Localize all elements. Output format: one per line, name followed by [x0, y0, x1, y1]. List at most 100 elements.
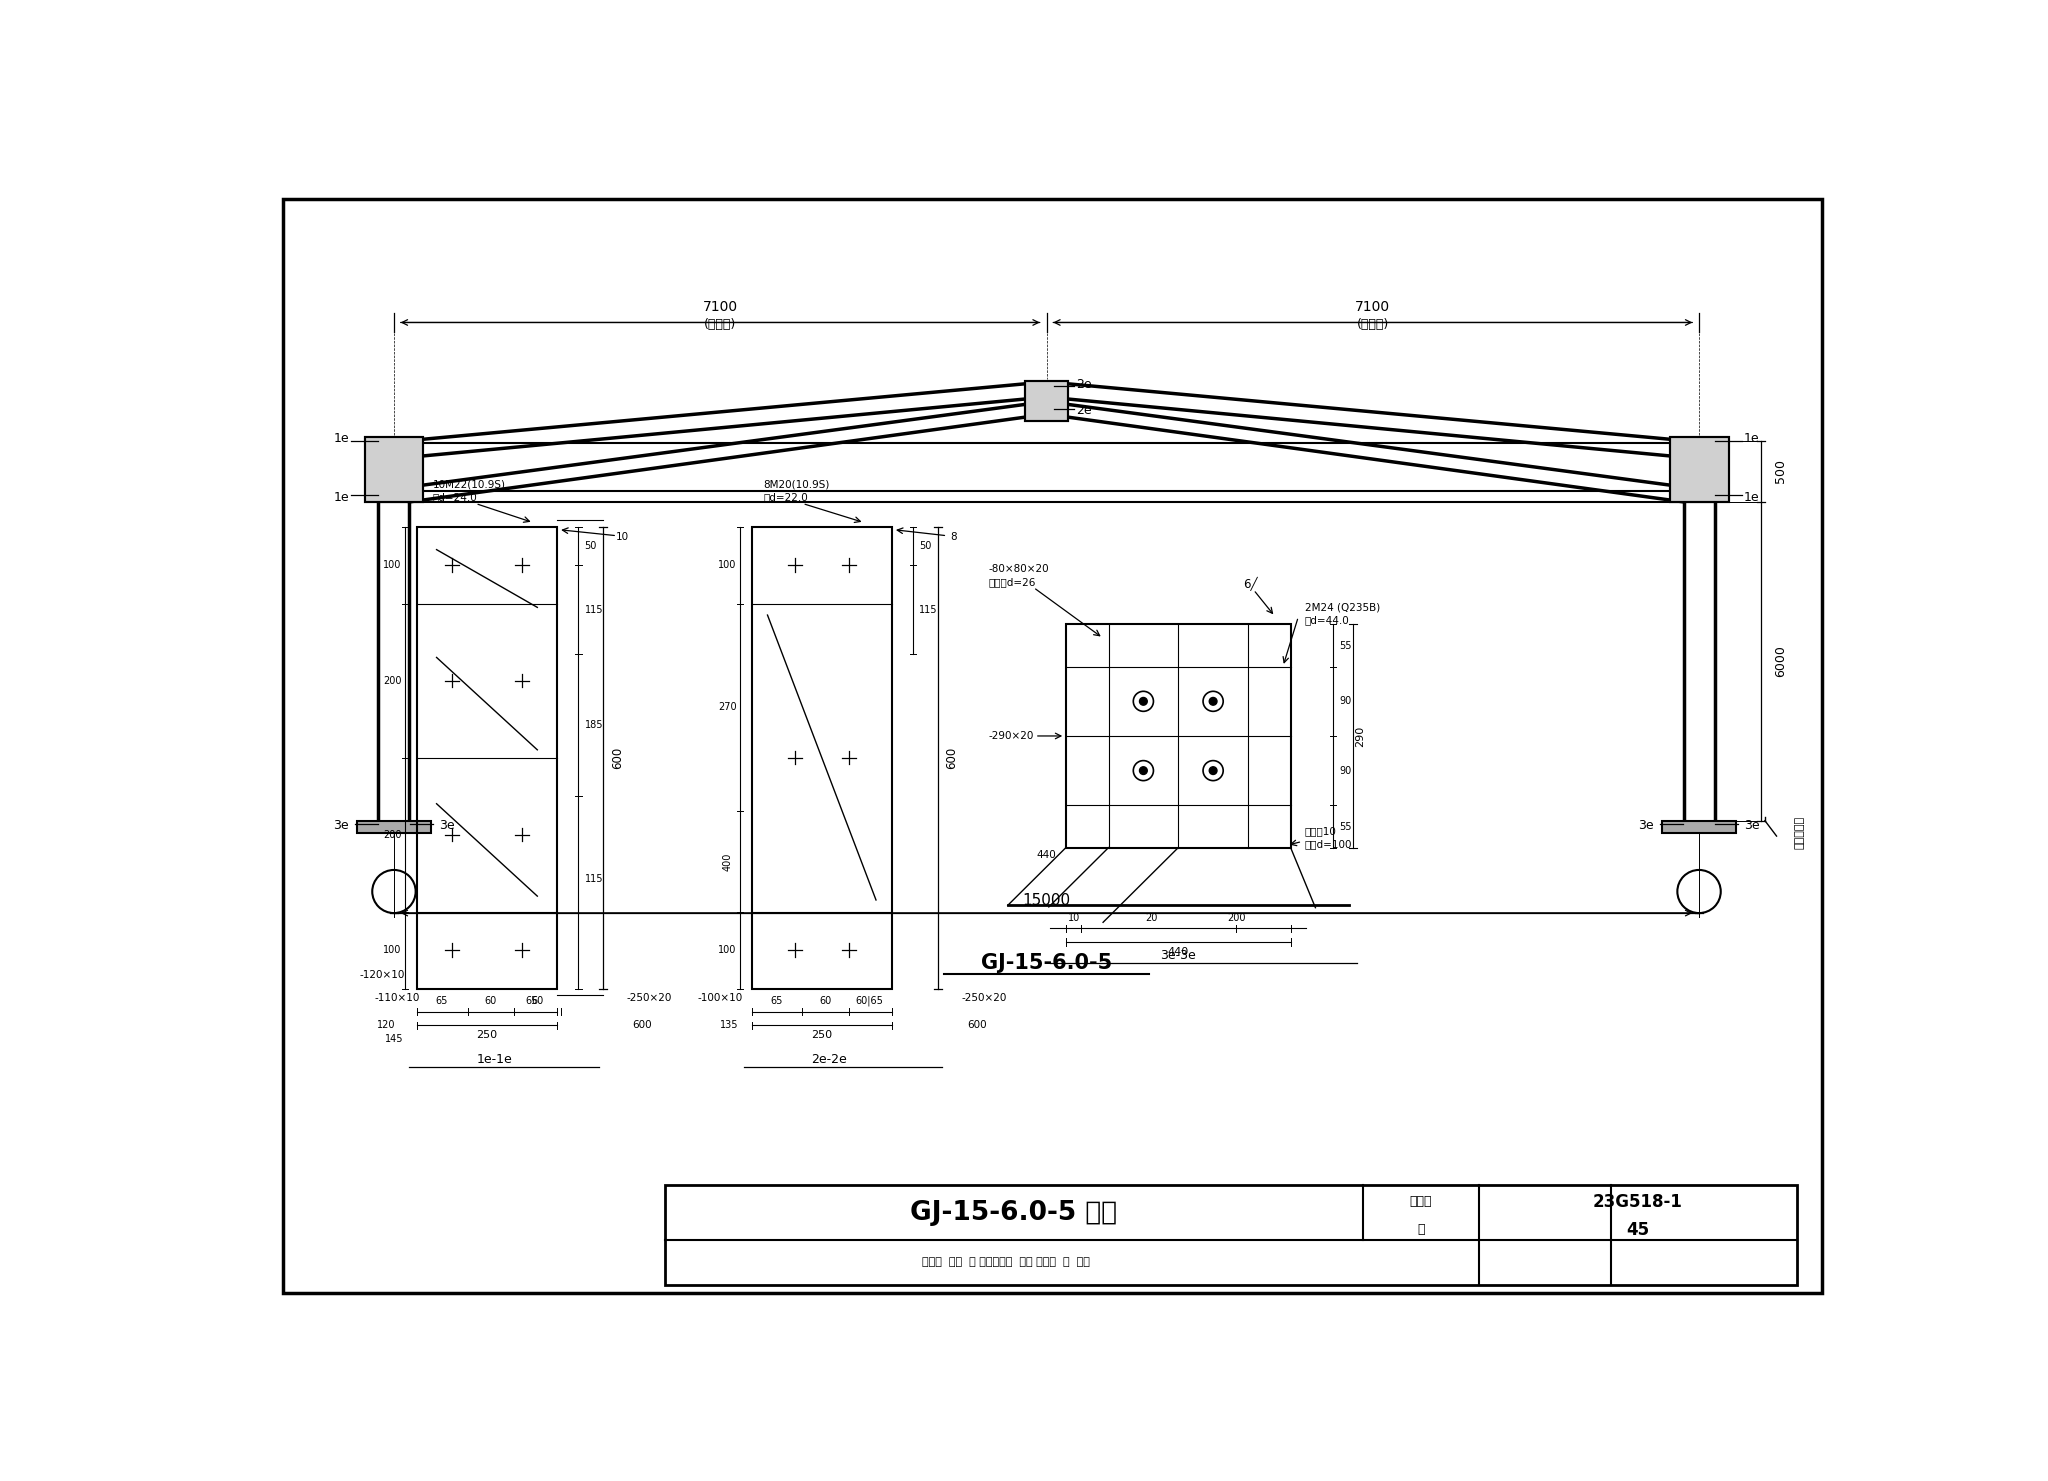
Text: 3e: 3e: [1745, 819, 1759, 832]
Text: 60|65: 60|65: [856, 995, 885, 1006]
Text: GJ-15-6.0-5 详图: GJ-15-6.0-5 详图: [911, 1200, 1118, 1226]
Text: 孔d=44.0: 孔d=44.0: [1305, 616, 1350, 625]
Text: 600: 600: [633, 1020, 651, 1031]
Text: 185: 185: [584, 720, 604, 730]
Bar: [356, 820, 432, 832]
Text: 600: 600: [967, 1020, 987, 1031]
Bar: [1024, 381, 1069, 421]
Text: 90: 90: [1339, 766, 1352, 776]
Text: 6000: 6000: [1774, 646, 1788, 677]
Text: 3e: 3e: [1638, 819, 1655, 832]
Text: 60: 60: [530, 995, 543, 1006]
Text: 2e: 2e: [1075, 378, 1092, 391]
Text: 1e: 1e: [334, 432, 348, 446]
Text: 120: 120: [377, 1020, 395, 1031]
Text: 孔d=24.0: 孔d=24.0: [432, 492, 477, 502]
Text: 1e: 1e: [1745, 490, 1759, 504]
Text: 440: 440: [1036, 850, 1057, 860]
Text: 10: 10: [616, 532, 629, 542]
Text: 图集号: 图集号: [1409, 1195, 1432, 1208]
Text: 60: 60: [485, 995, 498, 1006]
Bar: [752, 527, 891, 988]
Circle shape: [1202, 692, 1223, 711]
Bar: [1065, 625, 1290, 847]
Text: 115: 115: [584, 604, 604, 615]
Text: 145: 145: [385, 1034, 403, 1044]
Text: 100: 100: [719, 560, 737, 570]
Circle shape: [1139, 698, 1147, 705]
Text: 23G518-1: 23G518-1: [1593, 1192, 1683, 1211]
Circle shape: [1133, 761, 1153, 780]
Circle shape: [1208, 698, 1217, 705]
Text: -250×20: -250×20: [961, 992, 1008, 1003]
Bar: [365, 437, 424, 502]
Text: 65: 65: [436, 995, 449, 1006]
Text: 基础顶标高: 基础顶标高: [1794, 816, 1804, 849]
Text: -290×20: -290×20: [989, 732, 1034, 740]
Bar: [418, 527, 557, 988]
Bar: [1669, 437, 1729, 502]
Text: -110×10: -110×10: [375, 992, 420, 1003]
Text: -250×20: -250×20: [627, 992, 672, 1003]
Text: 65: 65: [526, 995, 539, 1006]
Text: 审核刘  威订  威 校对田永胜  小吴 设计彭  浩  彭浩: 审核刘 威订 威 校对田永胜 小吴 设计彭 浩 彭浩: [922, 1257, 1090, 1266]
Text: -80×80×20: -80×80×20: [989, 564, 1049, 573]
Text: 1e: 1e: [334, 490, 348, 504]
Text: 7100: 7100: [702, 301, 737, 314]
Text: 600: 600: [946, 746, 958, 769]
Text: 60: 60: [819, 995, 831, 1006]
Text: 90: 90: [1339, 696, 1352, 706]
Text: -100×10: -100×10: [698, 992, 743, 1003]
Text: 115: 115: [584, 874, 604, 884]
Text: 2e: 2e: [1075, 404, 1092, 416]
Text: 400: 400: [723, 852, 733, 871]
Text: 55: 55: [1339, 822, 1352, 832]
Text: 2M24 (Q235B): 2M24 (Q235B): [1305, 603, 1380, 612]
Circle shape: [1133, 692, 1153, 711]
Text: 长度d=100: 长度d=100: [1305, 838, 1352, 849]
Text: 垫板孔d=26: 垫板孔d=26: [989, 578, 1036, 586]
Bar: [666, 1185, 1796, 1286]
Text: 65: 65: [770, 995, 782, 1006]
Bar: [365, 437, 424, 502]
Text: 10: 10: [1067, 912, 1079, 923]
Text: 115: 115: [920, 604, 938, 615]
Bar: [1024, 381, 1069, 421]
Text: 页: 页: [1417, 1223, 1425, 1237]
Text: 15000: 15000: [1022, 893, 1071, 908]
Text: (第一段): (第一段): [705, 317, 737, 330]
Text: 3e: 3e: [334, 819, 348, 832]
Text: 440: 440: [1167, 946, 1190, 957]
Text: 600: 600: [610, 746, 625, 769]
Text: 孔d=22.0: 孔d=22.0: [764, 492, 809, 502]
Text: 1e: 1e: [1745, 432, 1759, 446]
Text: 100: 100: [383, 945, 401, 955]
Text: 250: 250: [811, 1029, 831, 1040]
Text: 6╱: 6╱: [1243, 578, 1257, 591]
Text: 270: 270: [719, 702, 737, 712]
Text: 45: 45: [1626, 1220, 1649, 1238]
Bar: [1661, 820, 1737, 832]
Text: 135: 135: [719, 1020, 737, 1031]
Text: 250: 250: [477, 1029, 498, 1040]
Circle shape: [1208, 767, 1217, 775]
Text: 20: 20: [1145, 912, 1157, 923]
Text: 100: 100: [383, 560, 401, 570]
Text: 200: 200: [383, 675, 401, 686]
Text: 500: 500: [1774, 459, 1788, 483]
Text: 10M22(10.9S): 10M22(10.9S): [432, 480, 506, 489]
Text: 290: 290: [1356, 726, 1366, 746]
Circle shape: [1139, 767, 1147, 775]
Text: 200: 200: [1227, 912, 1245, 923]
Text: 1e-1e: 1e-1e: [477, 1053, 512, 1066]
Text: (第一段): (第一段): [1356, 317, 1389, 330]
Text: 55: 55: [1339, 641, 1352, 650]
Text: 50: 50: [920, 541, 932, 551]
Text: 7100: 7100: [1356, 301, 1391, 314]
Text: 200: 200: [383, 829, 401, 840]
Text: 3e: 3e: [438, 819, 455, 832]
Text: 50: 50: [584, 541, 596, 551]
Text: 3e-3e: 3e-3e: [1161, 949, 1196, 963]
Text: 8: 8: [950, 532, 956, 542]
Text: GJ-15-6.0-5: GJ-15-6.0-5: [981, 954, 1112, 973]
